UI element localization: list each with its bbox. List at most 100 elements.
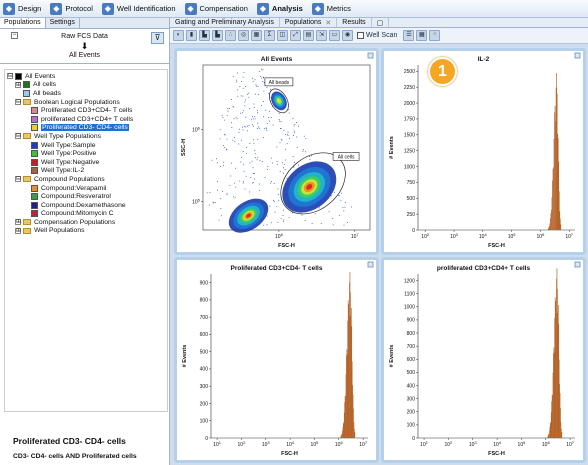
histogram-bar [558,359,560,438]
contour-icon[interactable]: ◎ [238,30,249,41]
gate-icon[interactable]: ▮ [186,30,197,41]
population-color-swatch [15,72,22,80]
tree-item[interactable]: All beads [5,89,167,98]
scatter-point [296,146,298,148]
expand-toggle-icon[interactable]: ⊞ [15,81,22,88]
new-tab-icon[interactable]: ▢ [372,18,390,27]
tree-item[interactable]: proliferated CD3+CD4+ T cells [5,115,167,124]
x-tick-label: 104 [479,232,488,240]
layout-icon[interactable]: ▤ [303,30,314,41]
well-scan-checkbox[interactable] [357,32,364,39]
tree-item[interactable]: ⊞ All cells [5,81,167,90]
raw-data-node[interactable]: All Events [68,52,101,59]
close-icon[interactable]: ✕ [325,19,332,27]
scatter-point [262,80,264,82]
tree-item[interactable]: ⊞ Compensation Populations [5,218,167,227]
y-tick-label: 1500 [404,133,415,139]
x-tick-label: 106 [275,232,284,240]
scatter-point [298,125,300,127]
tree-item[interactable]: Compound:Resveratrol [5,192,167,201]
list-view-icon[interactable]: ☰ [403,30,415,41]
scatter-point [270,116,272,118]
well-scan-toggle[interactable]: Well Scan [355,30,397,41]
scatter-point [279,120,281,122]
scatter-point [289,137,291,139]
dotplot-icon[interactable]: ∴ [225,30,236,41]
tree-item[interactable]: Compound:Dexamethasone [5,201,167,210]
scatter-point [223,161,225,163]
histogram-cd3-cd4pos[interactable]: proliferated CD3+CD4+ T cells 0 100 200 300 4… [384,260,583,460]
histogram-panel-cd4neg[interactable]: Proliferated CD3+CD4- T cells 0 100 200 300 4… [174,257,379,463]
ribbon-tab-protocol[interactable]: ◆ Protocol [50,1,93,17]
histogram-panel-il2[interactable]: IL-2 0 250 500 750 1000 1250 1500 1750 2000 2250 25… [381,48,586,255]
tree-spacer [23,185,29,191]
tree-item[interactable]: Well Type:IL-2 [5,167,167,176]
tree-item[interactable]: Compound:Verapamil [5,184,167,193]
tree-item[interactable]: Well Type:Sample [5,141,167,150]
ribbon-tab-compensation[interactable]: ◆ Compensation [184,1,248,17]
scatter-point [238,143,240,145]
tree-item[interactable]: Well Type:Positive [5,149,167,158]
tree-item[interactable]: Proliferated CD3- CD4- cells [5,124,167,133]
scatter-plot-all-events[interactable]: All Events 106 107 105 106 FSC-H SSC-H All bead… [177,51,376,252]
histogram-cd3-cd4neg[interactable]: Proliferated CD3+CD4- T cells 0 100 200 300 4… [177,260,376,460]
ribbon-tab-design[interactable]: ◆ Design [3,1,41,17]
tree-item-label: Well Type:IL-2 [41,167,85,175]
refresh-icon[interactable]: ◐ [173,30,184,41]
density-icon[interactable]: ▦ [251,30,262,41]
tree-item[interactable]: ⊟ All Events [5,72,167,81]
scatter-point [294,124,296,126]
tree-item[interactable]: ⊟ Well Type Populations [5,132,167,141]
x-axis-label: FSC-H [278,243,295,249]
grid-view-icon[interactable]: ▦ [416,30,428,41]
scatter-point [318,207,320,209]
expand-toggle-icon[interactable]: ⊟ [15,133,22,140]
histogram-icon[interactable]: ▙ [199,30,210,41]
histogram-il2[interactable]: IL-2 0 250 500 750 1000 1250 1500 1750 2000 2250 25… [384,51,583,252]
tree-item[interactable]: Well Type:Negative [5,158,167,167]
tree-item[interactable]: Proliferated CD3+CD4- T cells [5,106,167,115]
doc-tab-populations[interactable]: Populations ✕ [280,18,338,27]
tab-settings[interactable]: Settings [46,18,80,28]
arrange-icon[interactable]: ⁘ [429,30,441,41]
y-tick-label: 100 [200,419,209,425]
expand-toggle-icon[interactable]: ⊟ [15,176,22,183]
ribbon-tab-well-identification[interactable]: ◆ Well Identification [101,1,176,17]
doc-tab-gating-and-preliminary-analysis[interactable]: Gating and Preliminary Analysis [170,18,280,27]
tree-item[interactable]: ⊞ Well Populations [5,227,167,236]
expand-toggle-icon[interactable]: ⊟ [15,99,22,106]
tree-item[interactable]: Compound:Mitomycin C [5,210,167,219]
doc-tab-results[interactable]: Results [337,18,372,27]
color-icon[interactable]: ◉ [342,30,353,41]
scatter-point [267,165,269,167]
tab-populations[interactable]: Populations [0,18,46,28]
zoom-icon[interactable]: ⤢ [290,30,301,41]
collapse-icon[interactable]: − [11,32,18,39]
x-axis-label: FSC-H [488,243,505,249]
ribbon-tab-metrics[interactable]: ◆ Metrics [311,1,351,17]
x-tick-label: 102 [238,440,247,448]
ribbon-tab-analysis[interactable]: ◆ Analysis [256,1,303,17]
export-icon[interactable]: ⇲ [316,30,327,41]
folder-icon [23,133,31,140]
expand-toggle-icon[interactable]: ⊟ [7,73,14,80]
scatter-plot-panel[interactable]: All Events 106 107 105 106 FSC-H SSC-H All bead… [174,48,379,255]
expand-toggle-icon[interactable]: ⊞ [15,219,22,226]
x-tick-label: 106 [542,440,551,448]
scatter-point [282,172,284,174]
print-icon[interactable]: ▭ [329,30,340,41]
filter-icon[interactable]: ⊽ [151,32,164,44]
histogram-overlay-icon[interactable]: ▙ [212,30,223,41]
scatter-point [265,109,267,111]
overlay-icon[interactable]: ◫ [277,30,288,41]
y-tick-label: 900 [407,318,416,324]
tree-item[interactable]: ⊟ Compound Populations [5,175,167,184]
tree-item[interactable]: ⊟ Boolean Logical Populations [5,98,167,107]
stats-icon[interactable]: Σ [264,30,275,41]
scatter-point [220,207,222,209]
expand-toggle-icon[interactable]: ⊞ [15,227,22,234]
scatter-point [288,216,290,218]
histogram-bar [350,307,352,438]
histogram-panel-cd4pos[interactable]: proliferated CD3+CD4+ T cells 0 100 200 300 4… [381,257,586,463]
x-tick-label: 105 [518,440,527,448]
